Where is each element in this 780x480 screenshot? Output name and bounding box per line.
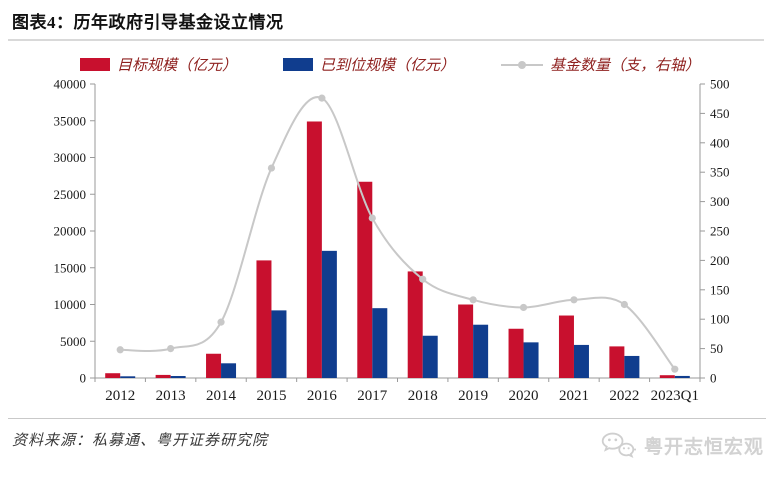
footer-divider [8, 418, 766, 419]
blue-bar-swatch [282, 58, 313, 71]
svg-text:25000: 25000 [54, 187, 87, 202]
svg-text:2012: 2012 [105, 388, 135, 404]
svg-text:5000: 5000 [60, 334, 86, 349]
legend-item-fund-count: 基金数量（支，右轴） [501, 54, 700, 75]
svg-text:30000: 30000 [54, 150, 87, 165]
svg-text:250: 250 [710, 224, 730, 239]
title-underline [8, 39, 764, 41]
svg-text:0: 0 [710, 371, 717, 386]
svg-text:2019: 2019 [458, 388, 488, 404]
svg-text:350: 350 [710, 165, 730, 180]
svg-text:150: 150 [710, 282, 730, 297]
chart-legend: 目标规模（亿元） 已到位规模（亿元） 基金数量（支，右轴） [0, 54, 780, 75]
gray-line-swatch [501, 60, 543, 69]
svg-text:2017: 2017 [357, 388, 388, 404]
source-note: 资料来源：私募通、粤开证券研究院 [12, 433, 269, 449]
brand-name: 粤开志恒宏观 [643, 436, 764, 458]
chart-title: 图表4：历年政府引导基金设立情况 [12, 13, 284, 32]
legend-item-paid-scale: 已到位规模（亿元） [282, 54, 455, 75]
svg-text:2022: 2022 [609, 388, 639, 404]
svg-text:400: 400 [710, 135, 730, 150]
red-bar-swatch [79, 58, 110, 71]
svg-text:2014: 2014 [206, 388, 237, 404]
svg-text:2013: 2013 [156, 388, 186, 404]
svg-text:100: 100 [710, 312, 730, 327]
svg-text:2018: 2018 [408, 388, 438, 404]
svg-text:0: 0 [80, 371, 87, 386]
svg-text:500: 500 [710, 77, 730, 92]
legend-label-paid-scale: 已到位规模（亿元） [319, 58, 455, 74]
svg-text:450: 450 [710, 106, 730, 121]
brand-watermark: 粤开志恒宏观 [600, 430, 764, 460]
svg-text:300: 300 [710, 194, 730, 209]
svg-text:2015: 2015 [256, 388, 286, 404]
svg-text:20000: 20000 [54, 224, 87, 239]
svg-text:35000: 35000 [54, 113, 87, 128]
line-marker-dot [518, 60, 526, 69]
combo-bar-line-chart: 0500010000150002000025000300003500040000… [54, 77, 730, 405]
svg-text:40000: 40000 [54, 77, 87, 92]
svg-text:200: 200 [710, 253, 730, 268]
svg-text:50: 50 [710, 341, 723, 356]
wechat-icon [601, 432, 636, 459]
legend-item-target-scale: 目标规模（亿元） [79, 54, 237, 75]
svg-text:2023Q1: 2023Q1 [651, 388, 699, 404]
svg-text:15000: 15000 [54, 260, 87, 275]
svg-text:2020: 2020 [509, 388, 539, 404]
svg-text:10000: 10000 [54, 297, 87, 312]
legend-label-fund-count: 基金数量（支，右轴） [550, 58, 701, 74]
legend-label-target-scale: 目标规模（亿元） [116, 58, 237, 74]
svg-text:2016: 2016 [307, 388, 338, 404]
svg-text:2021: 2021 [559, 388, 589, 404]
